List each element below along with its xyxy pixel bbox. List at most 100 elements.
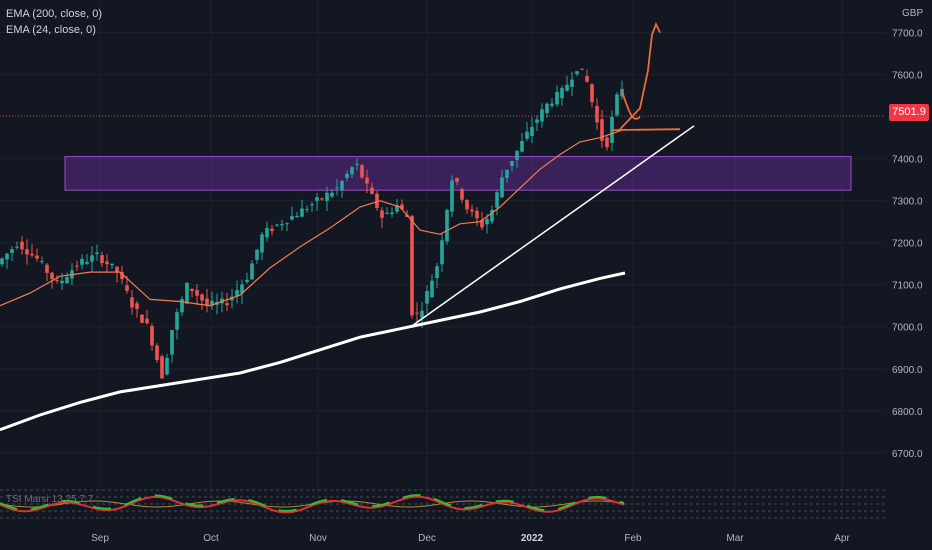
candle-body [520, 141, 524, 152]
y-tick-label: 7400.0 [892, 155, 923, 166]
candle-body [300, 208, 304, 217]
ema200-legend[interactable]: EMA (200, close, 0) [6, 8, 102, 20]
candle-body [55, 279, 59, 281]
x-tick-label: Feb [624, 533, 642, 544]
candle-body [90, 255, 94, 262]
candle-body [15, 246, 19, 248]
candle-body [20, 241, 24, 250]
candle-body [460, 189, 464, 200]
candle-body [95, 252, 99, 255]
y-tick-label: 7300.0 [892, 197, 923, 208]
x-tick-label: Dec [418, 533, 436, 544]
projection-drawing[interactable] [619, 21, 661, 130]
candle-body [375, 193, 379, 209]
trendline[interactable] [411, 125, 695, 327]
candle-body [350, 167, 354, 175]
candle-body [165, 357, 169, 375]
candle-body [150, 326, 154, 346]
candle-body [495, 192, 499, 208]
candle-body [160, 356, 164, 379]
candle-body [5, 253, 9, 260]
candle-body [370, 187, 374, 194]
candle-body [340, 181, 344, 191]
candle-body [555, 92, 559, 105]
candle-body [115, 266, 119, 273]
candle-body [275, 224, 279, 226]
candle-body [500, 177, 504, 198]
candle-body [560, 88, 564, 99]
x-tick-label: 2022 [521, 533, 544, 544]
oscillator-legend[interactable]: TSI Marsi 13 25 7 7 [6, 494, 94, 505]
candle-body [510, 161, 514, 167]
candle-body [545, 103, 549, 114]
candle-body [290, 215, 294, 220]
projection-drawing-flag [611, 91, 681, 131]
candle-body [480, 220, 484, 228]
candle-body [565, 84, 569, 91]
candle-body [235, 290, 239, 296]
candle-body [540, 109, 544, 122]
y-axis: 7700.07600.07500.07400.07300.07200.07100… [892, 29, 923, 460]
y-tick-label: 6800.0 [892, 407, 923, 418]
resistance-zone[interactable] [64, 156, 852, 191]
candle-body [0, 258, 4, 265]
candle-body [105, 261, 109, 265]
candle-body [365, 177, 369, 184]
candle-body [570, 79, 574, 87]
oscillator-pane [0, 489, 885, 519]
x-tick-label: Sep [91, 533, 109, 544]
candle-body [120, 272, 124, 280]
candle-body [535, 119, 539, 123]
candle-body [175, 312, 179, 330]
candle-body [400, 204, 404, 210]
candle-body [310, 204, 314, 206]
candle-body [430, 280, 434, 298]
candle-body [590, 84, 594, 103]
candle-body [415, 312, 419, 314]
candle-body [410, 215, 414, 316]
x-axis: Sep Oct Nov Dec 2022 Feb Mar Apr [91, 533, 850, 544]
candle-body [255, 249, 259, 260]
candle-body [315, 197, 319, 201]
candle-body [475, 210, 479, 219]
candle-body [225, 303, 229, 306]
ema24-legend[interactable]: EMA (24, close, 0) [6, 24, 96, 36]
currency-label: GBP [902, 8, 924, 19]
candle-body [320, 198, 324, 200]
candle-body [245, 279, 249, 282]
candle-body [40, 261, 44, 263]
y-tick-label: 7000.0 [892, 323, 923, 334]
candle-body [605, 137, 609, 148]
candle-body [530, 126, 534, 136]
candle-body [395, 205, 399, 212]
x-tick-label: Apr [834, 533, 850, 544]
candle-body [305, 209, 309, 211]
candle-body [490, 209, 494, 222]
x-tick-label: Nov [309, 533, 327, 544]
candle-body [330, 192, 334, 197]
candle-body [110, 263, 114, 266]
candle-body [170, 329, 174, 355]
candle-body [85, 261, 89, 264]
candle-body [50, 272, 54, 280]
candle-body [445, 209, 449, 242]
candle-body [155, 345, 159, 360]
candle-body [145, 318, 149, 324]
candle-body [200, 294, 204, 301]
candle-body [205, 298, 209, 306]
candle-body [325, 192, 329, 201]
candle-body [485, 218, 489, 225]
candle-body [270, 228, 274, 232]
candle-body [390, 212, 394, 215]
candle-body [140, 314, 144, 323]
candle-body [60, 280, 64, 284]
candle-body [595, 105, 599, 123]
y-tick-label: 6900.0 [892, 365, 923, 376]
y-tick-label: 7600.0 [892, 71, 923, 82]
oscillator-line-green [0, 494, 625, 512]
candle-body [515, 150, 519, 160]
candle-body [25, 249, 29, 255]
candle-body [380, 210, 384, 218]
ema200-line [0, 271, 626, 432]
